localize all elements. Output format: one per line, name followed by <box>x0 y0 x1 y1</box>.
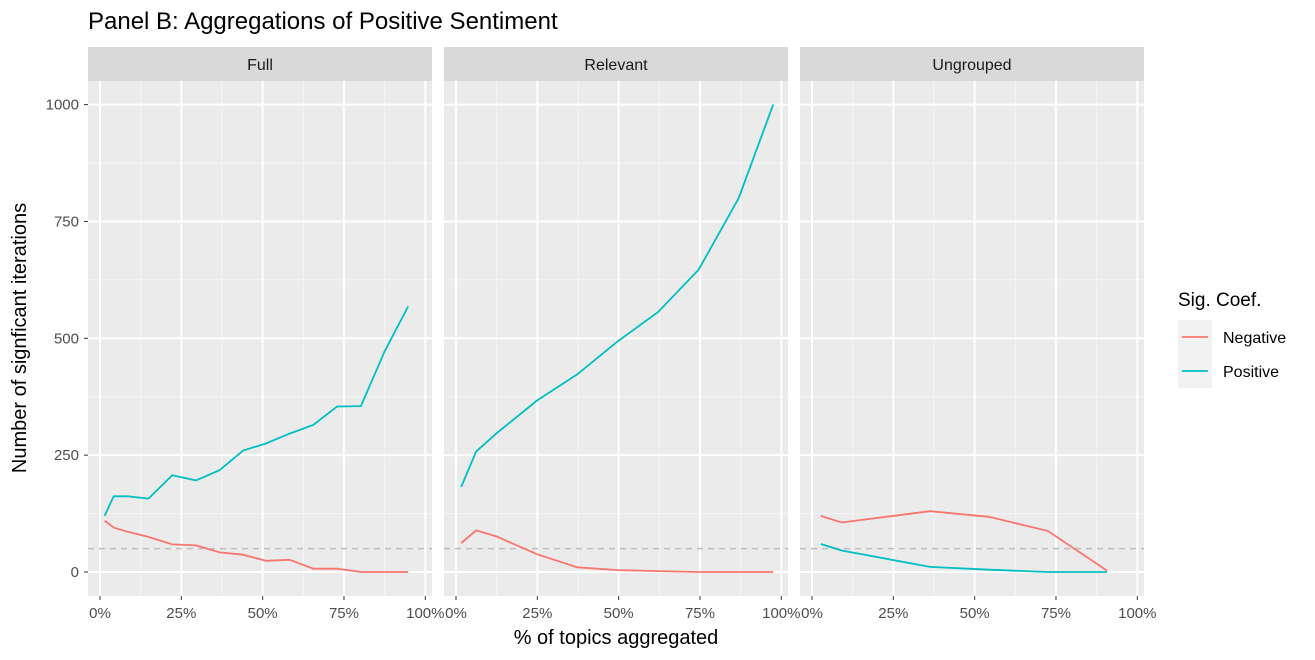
x-tick-label: 100% <box>1118 605 1156 622</box>
strip-label: Full <box>247 57 273 74</box>
legend-label-negative: Negative <box>1223 330 1286 347</box>
strip-ungrouped <box>800 47 1144 81</box>
legend: Sig. Coef. Negative Positive <box>1178 290 1286 388</box>
x-tick-label: 0% <box>801 605 823 622</box>
legend-label-positive: Positive <box>1223 364 1279 381</box>
panels: Full 0% 25% 50% 75% 100% 0 250 500 750 1000 Relevan… <box>46 47 1156 622</box>
y-tick-label: 250 <box>54 447 79 464</box>
legend-keys: Negative Positive <box>1178 320 1286 388</box>
x-tick-label: 75% <box>1041 605 1071 622</box>
y-tick-label: 0 <box>71 564 79 581</box>
series-line-positive <box>460 104 775 488</box>
strip-full <box>88 47 432 81</box>
panel-relevant: Relevant 0% 25% 50% 75% 100% <box>444 47 800 622</box>
chart-title: Panel B: Aggregations of Positive Sentim… <box>88 8 558 35</box>
y-axis-title: Number of signficant iterations <box>9 203 31 473</box>
x-tick-label: 25% <box>166 605 196 622</box>
x-tick-label: 50% <box>960 605 990 622</box>
x-tick-label: 50% <box>604 605 634 622</box>
x-tick-label: 50% <box>248 605 278 622</box>
series-line-positive <box>103 306 409 517</box>
series-line-negative <box>104 519 409 573</box>
x-tick-label: 25% <box>522 605 552 622</box>
x-tick-label: 0% <box>445 605 467 622</box>
y-tick-label: 1000 <box>46 97 79 114</box>
series-line-negative <box>820 510 1108 572</box>
y-tick-label: 500 <box>54 330 79 347</box>
x-tick-label: 0% <box>89 605 111 622</box>
panel-ungrouped: Ungrouped 0% 25% 50% 75% 100% <box>800 47 1156 622</box>
x-tick-label: 100% <box>762 605 800 622</box>
series-line-positive <box>820 543 1107 573</box>
y-tick-label: 750 <box>54 213 79 230</box>
x-tick-label: 75% <box>685 605 715 622</box>
strip-relevant <box>444 47 788 81</box>
x-axis-title: % of topics aggregated <box>514 627 719 649</box>
x-tick-label: 75% <box>329 605 359 622</box>
x-tick-label: 25% <box>878 605 908 622</box>
strip-label: Relevant <box>584 57 648 74</box>
legend-title: Sig. Coef. <box>1178 290 1261 311</box>
strip-label: Ungrouped <box>932 57 1011 74</box>
panel-full: Full 0% 25% 50% 75% 100% 0 250 500 750 1000 <box>46 47 444 622</box>
series-line-negative <box>460 529 774 573</box>
x-tick-label: 100% <box>406 605 444 622</box>
